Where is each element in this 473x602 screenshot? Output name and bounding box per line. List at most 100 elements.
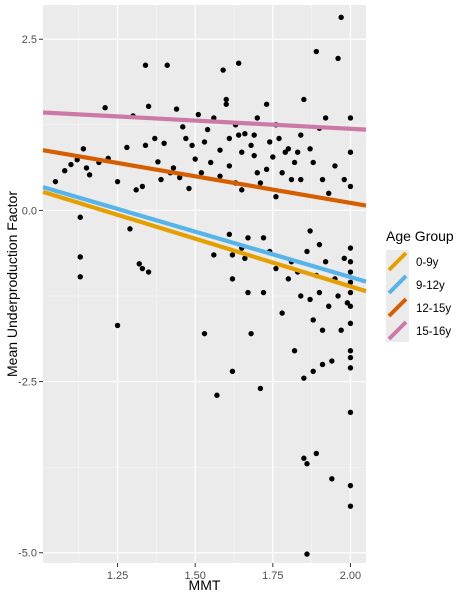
data-point bbox=[180, 124, 186, 130]
data-point bbox=[319, 176, 326, 183]
data-point bbox=[198, 170, 205, 176]
data-point bbox=[347, 183, 354, 190]
data-point bbox=[304, 248, 310, 255]
data-point bbox=[77, 274, 83, 280]
data-point bbox=[347, 115, 354, 121]
data-point bbox=[307, 146, 313, 152]
data-point bbox=[288, 176, 295, 183]
data-point bbox=[319, 361, 326, 368]
data-point bbox=[347, 149, 354, 155]
data-point bbox=[273, 194, 279, 200]
data-point bbox=[223, 96, 229, 103]
data-point bbox=[301, 375, 307, 381]
data-point bbox=[257, 180, 264, 186]
data-point bbox=[239, 187, 245, 193]
legend-swatch-15-16y bbox=[387, 320, 408, 341]
data-point bbox=[139, 183, 146, 190]
data-point bbox=[285, 276, 292, 282]
data-point bbox=[77, 254, 83, 260]
data-point bbox=[204, 126, 211, 133]
data-point bbox=[298, 132, 304, 138]
data-point bbox=[322, 115, 329, 121]
data-point bbox=[347, 245, 354, 251]
data-point bbox=[298, 293, 304, 299]
data-point bbox=[158, 176, 164, 183]
data-point bbox=[332, 163, 338, 169]
data-point bbox=[335, 55, 341, 62]
data-point bbox=[136, 261, 142, 267]
data-point bbox=[251, 132, 257, 138]
data-point bbox=[235, 132, 242, 138]
data-point bbox=[142, 142, 149, 149]
data-point bbox=[52, 178, 59, 185]
legend-label-15-16y: 15-16y bbox=[416, 326, 451, 338]
data-point bbox=[170, 165, 177, 171]
data-point bbox=[329, 358, 335, 364]
data-point bbox=[142, 62, 149, 68]
data-point bbox=[242, 131, 248, 137]
legend-swatch-12-15y bbox=[387, 297, 408, 318]
data-point bbox=[298, 176, 304, 183]
fit-line-15-16y bbox=[42, 110, 367, 132]
data-point bbox=[127, 226, 133, 232]
data-point bbox=[338, 327, 344, 333]
data-point bbox=[307, 296, 313, 303]
data-point bbox=[279, 310, 285, 316]
data-point bbox=[347, 279, 354, 285]
data-point bbox=[347, 354, 354, 361]
data-point bbox=[257, 385, 264, 392]
y-tick-label: 2.5 bbox=[22, 34, 37, 46]
data-point bbox=[341, 255, 347, 262]
x-tick-label: 1.75 bbox=[262, 570, 283, 582]
x-axis-title: MMT bbox=[189, 577, 221, 593]
legend: Age Group 0-9y 9-12y 12-15y 15-16y bbox=[386, 228, 454, 342]
data-point bbox=[189, 142, 195, 149]
data-point bbox=[201, 330, 208, 337]
data-point bbox=[114, 322, 121, 329]
data-point bbox=[270, 154, 276, 160]
data-point bbox=[245, 289, 251, 296]
data-point bbox=[313, 450, 320, 457]
data-point bbox=[248, 330, 254, 337]
data-point bbox=[86, 172, 93, 178]
data-point bbox=[152, 135, 158, 142]
data-point bbox=[316, 241, 323, 248]
data-point bbox=[145, 269, 152, 275]
data-point bbox=[74, 157, 80, 163]
data-point bbox=[301, 455, 307, 461]
data-point bbox=[347, 482, 354, 489]
data-point bbox=[291, 159, 298, 166]
data-point bbox=[217, 147, 223, 153]
data-point bbox=[211, 115, 217, 121]
data-point bbox=[294, 149, 301, 155]
legend-title: Age Group bbox=[386, 228, 454, 244]
y-tick-label: -2.5 bbox=[18, 377, 37, 389]
data-point bbox=[301, 96, 307, 103]
data-point bbox=[319, 327, 326, 333]
data-point bbox=[326, 303, 332, 309]
data-point bbox=[263, 101, 270, 107]
data-point bbox=[316, 289, 323, 296]
data-point bbox=[223, 101, 229, 107]
data-point bbox=[347, 320, 354, 327]
data-point bbox=[263, 166, 270, 173]
data-point bbox=[235, 60, 242, 66]
data-point bbox=[347, 289, 354, 296]
data-point bbox=[139, 265, 146, 272]
data-point bbox=[251, 152, 257, 159]
legend-swatch-9-12y bbox=[387, 274, 408, 295]
data-point bbox=[226, 163, 233, 169]
data-point bbox=[62, 167, 68, 174]
data-point bbox=[226, 135, 233, 142]
data-point bbox=[347, 365, 354, 371]
data-point bbox=[285, 146, 292, 152]
plot-background bbox=[43, 5, 366, 563]
data-point bbox=[124, 144, 130, 151]
data-point bbox=[220, 67, 226, 73]
data-point bbox=[68, 161, 74, 168]
legend-swatch-0-9y bbox=[387, 251, 408, 272]
data-point bbox=[347, 303, 354, 309]
fit-line-0-9y bbox=[42, 189, 367, 294]
data-point bbox=[310, 159, 316, 166]
